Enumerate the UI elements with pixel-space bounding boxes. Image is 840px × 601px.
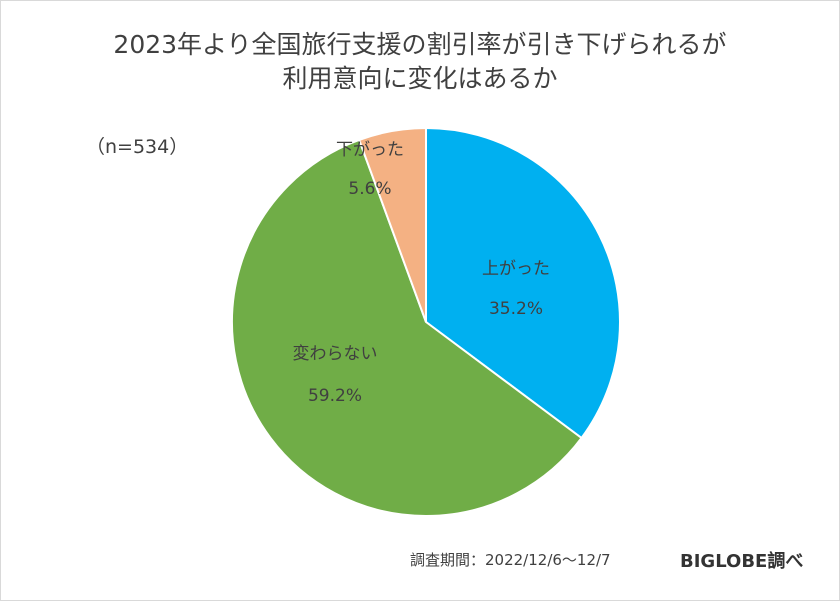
slice-unchanged — [231, 138, 583, 517]
pie-slices — [231, 126, 621, 517]
chart-title: 2023年より全国旅行支援の割引率が引き下げられるが 利用意向に変化はあるか — [0, 28, 840, 96]
sample-size-label: （n=534） — [86, 136, 189, 158]
survey-period: 調査期間：2022/12/6～12/7 — [410, 551, 611, 569]
slice-up-value: 35.2% — [489, 299, 543, 319]
slice-down-value: 5.6% — [348, 179, 391, 199]
slice-unchanged-label: 変わらない — [293, 344, 378, 364]
slice-unchanged-value: 59.2% — [308, 386, 362, 406]
chart-title-line-2: 利用意向に変化はあるか — [282, 64, 558, 93]
slice-down — [357, 126, 427, 323]
slice-up — [425, 126, 621, 440]
slice-up-label: 上がった — [482, 259, 550, 279]
pie-labels: 上がった 35.2% 変わらない 59.2% 下がった 5.6% — [293, 140, 551, 406]
source-brand: BIGLOBE調べ — [680, 551, 804, 572]
chart-title-line-1: 2023年より全国旅行支援の割引率が引き下げられるが — [113, 30, 727, 59]
slice-down-label: 下がった — [336, 140, 404, 160]
